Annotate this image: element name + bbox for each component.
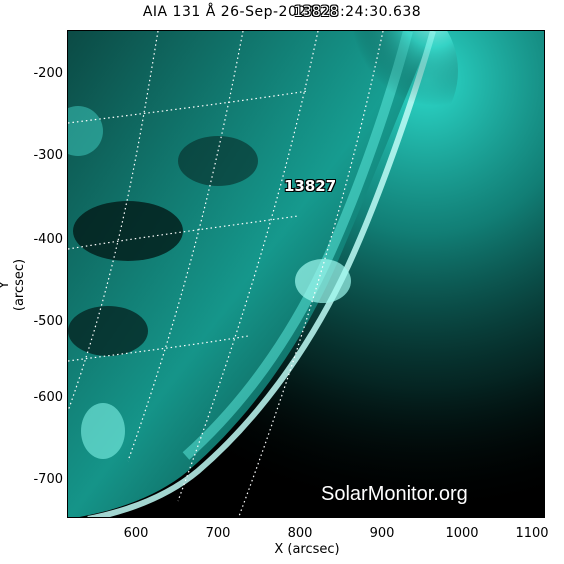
solar-image-panel: 13827 SolarMonitor.org (67, 30, 545, 518)
y-tick-label: -600 (33, 390, 63, 405)
x-tick-label: 700 (205, 526, 231, 541)
limb-arc (87, 31, 436, 517)
x-tick-label: 800 (287, 526, 313, 541)
solar-image (68, 31, 544, 517)
title-text: AIA 131 Å 26-Sep-2024 23:24:30.638 (142, 4, 422, 20)
heliographic-grid (68, 31, 384, 517)
x-tick-label: 1000 (445, 526, 479, 541)
x-tick-label: 900 (369, 526, 395, 541)
x-axis-title: X (arcsec) (274, 542, 340, 557)
y-axis-title: Y (arcsec) (0, 258, 27, 312)
title-overlay-label: 13828 (294, 4, 339, 20)
bright-loops (338, 31, 458, 141)
active-region-label: 13827 (284, 177, 337, 195)
bright-kernel (295, 259, 351, 303)
solar-disk (68, 31, 433, 517)
y-tick-label: -400 (33, 232, 63, 247)
y-tick-label: -700 (33, 472, 63, 487)
image-title: AIA 131 Å 26-Sep-2024 23:24:30.638 (0, 4, 564, 20)
y-tick-label: -200 (33, 66, 63, 81)
solarmonitor-watermark: SolarMonitor.org (321, 483, 468, 505)
x-tick-label: 1100 (515, 526, 549, 541)
x-tick-label: 600 (123, 526, 149, 541)
y-tick-label: -300 (33, 148, 63, 163)
y-tick-label: -500 (33, 314, 63, 329)
